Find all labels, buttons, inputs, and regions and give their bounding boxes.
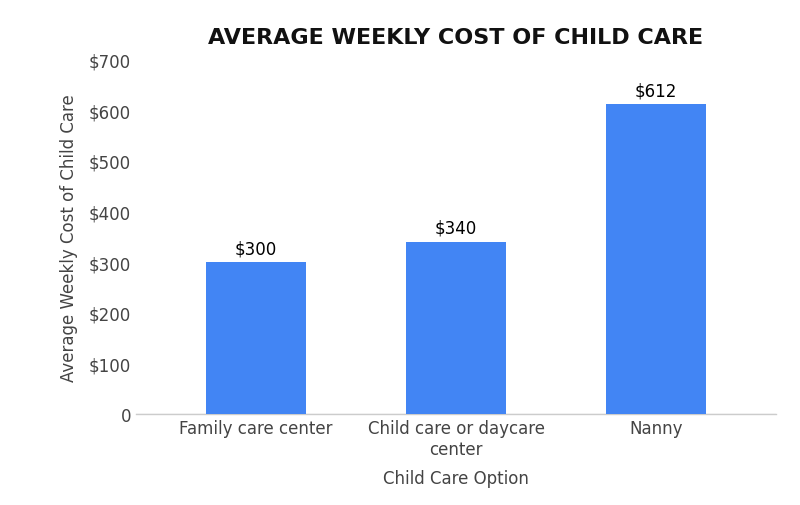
Bar — [406, 242, 506, 414]
Title: AVERAGE WEEKLY COST OF CHILD CARE: AVERAGE WEEKLY COST OF CHILD CARE — [209, 28, 703, 48]
Text: $300: $300 — [235, 239, 277, 258]
Y-axis label: Average Weekly Cost of Child Care: Average Weekly Cost of Child Care — [60, 94, 78, 381]
Bar — [606, 105, 706, 414]
Text: $612: $612 — [635, 82, 677, 100]
X-axis label: Child Care Option: Child Care Option — [383, 469, 529, 487]
Bar — [206, 263, 306, 414]
Text: $340: $340 — [435, 219, 477, 237]
